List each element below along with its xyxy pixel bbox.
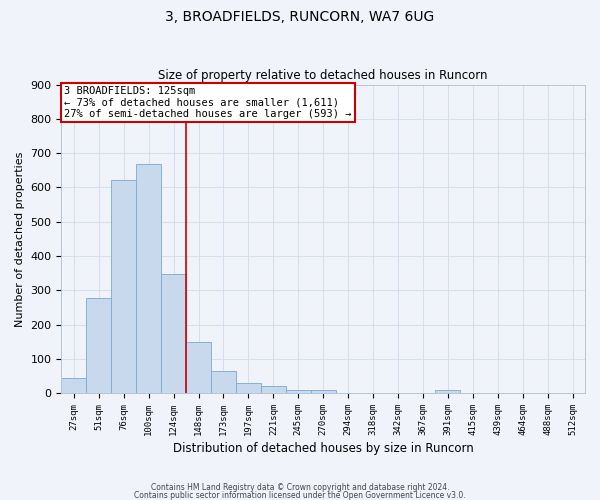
Bar — [311, 390, 335, 393]
Bar — [86, 298, 111, 393]
Y-axis label: Number of detached properties: Number of detached properties — [15, 151, 25, 326]
Text: Contains public sector information licensed under the Open Government Licence v3: Contains public sector information licen… — [134, 490, 466, 500]
Title: Size of property relative to detached houses in Runcorn: Size of property relative to detached ho… — [158, 69, 488, 82]
X-axis label: Distribution of detached houses by size in Runcorn: Distribution of detached houses by size … — [173, 442, 473, 455]
Text: 3 BROADFIELDS: 125sqm
← 73% of detached houses are smaller (1,611)
27% of semi-d: 3 BROADFIELDS: 125sqm ← 73% of detached … — [64, 86, 352, 120]
Bar — [211, 371, 236, 393]
Bar — [161, 274, 186, 393]
Bar — [286, 390, 311, 393]
Bar — [236, 383, 261, 393]
Text: 3, BROADFIELDS, RUNCORN, WA7 6UG: 3, BROADFIELDS, RUNCORN, WA7 6UG — [166, 10, 434, 24]
Bar — [136, 164, 161, 393]
Bar — [61, 378, 86, 393]
Bar — [111, 180, 136, 393]
Text: Contains HM Land Registry data © Crown copyright and database right 2024.: Contains HM Land Registry data © Crown c… — [151, 484, 449, 492]
Bar — [436, 390, 460, 393]
Bar — [186, 342, 211, 393]
Bar — [261, 386, 286, 393]
